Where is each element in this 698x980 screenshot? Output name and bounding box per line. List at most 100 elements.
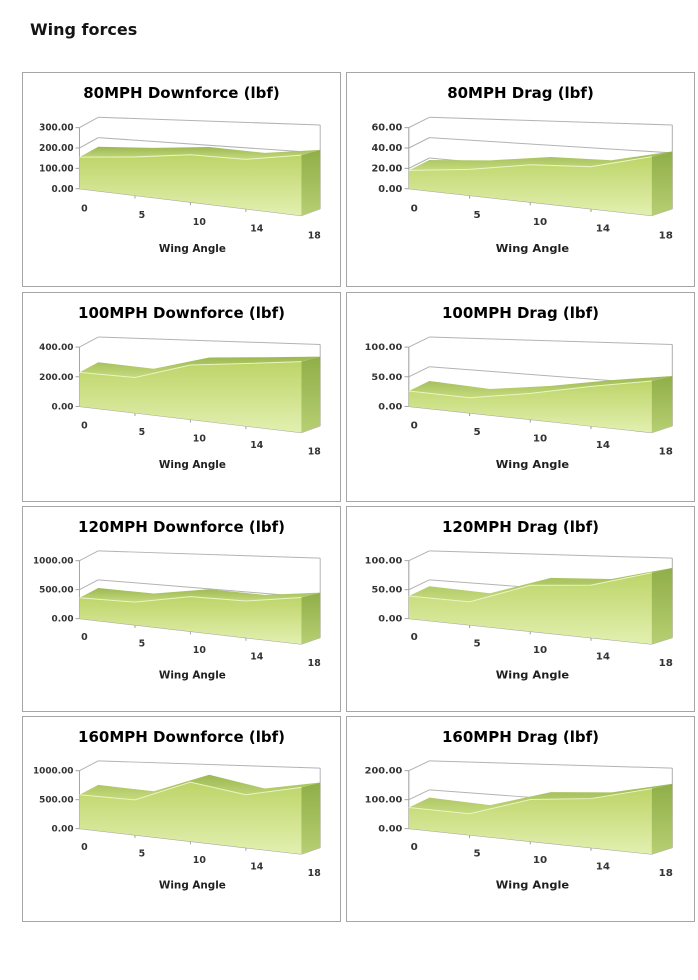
svg-text:0.00: 0.00 — [378, 184, 402, 195]
svg-text:40.00: 40.00 — [371, 143, 402, 154]
svg-text:5: 5 — [474, 639, 481, 649]
svg-text:5: 5 — [139, 849, 146, 860]
svg-text:0.00: 0.00 — [52, 615, 74, 625]
svg-text:18: 18 — [659, 231, 673, 242]
svg-text:18: 18 — [308, 447, 321, 458]
chart-plot-160mph-downforce: 1000.00 500.00 0.00 0 5 10 14 18 Wing Angle — [33, 760, 321, 892]
chart-box-120mph-downforce[interactable]: 120MPH Downforce (lbf) 1000.00 500.00 0.00… — [22, 506, 341, 712]
chart-box-100mph-drag[interactable]: 100MPH Drag (lbf) 100.00 50.00 0.00 0 5 10 14 1… — [346, 292, 695, 502]
chart-title: 100MPH Drag (lbf) — [441, 304, 600, 322]
svg-text:5: 5 — [139, 427, 146, 438]
svg-text:10: 10 — [533, 855, 547, 865]
chart-title: 80MPH Downforce (lbf) — [83, 84, 280, 102]
svg-text:Wing Angle: Wing Angle — [496, 669, 569, 681]
chart-box-160mph-downforce[interactable]: 160MPH Downforce (lbf) 1000.00 500.00 0.00… — [22, 716, 341, 922]
svg-text:10: 10 — [193, 645, 207, 656]
svg-text:18: 18 — [659, 868, 673, 878]
chart-box-160mph-drag[interactable]: 160MPH Drag (lbf) 200.00 100.00 0.00 0 5 10 14… — [346, 716, 695, 922]
chart-plot-80mph-downforce: 300.00 200.00 100.00 0.00 0 5 10 14 18 Wing Angle — [39, 116, 321, 255]
svg-text:500.00: 500.00 — [39, 586, 73, 596]
svg-text:0.00: 0.00 — [52, 402, 74, 412]
svg-text:300.00: 300.00 — [39, 124, 73, 134]
svg-text:18: 18 — [308, 230, 321, 241]
svg-text:0: 0 — [81, 421, 88, 432]
svg-text:10: 10 — [193, 217, 206, 228]
svg-text:Wing Angle: Wing Angle — [159, 670, 226, 682]
page-title: Wing forces — [30, 20, 138, 39]
chart-plot-80mph-drag: 60.00 40.00 20.00 0.00 0 5 10 14 18 Wing Angle — [371, 116, 673, 255]
svg-text:0: 0 — [81, 632, 88, 643]
svg-text:Wing Angle: Wing Angle — [496, 458, 569, 471]
svg-text:0: 0 — [411, 843, 418, 853]
svg-text:14: 14 — [250, 224, 263, 235]
svg-text:Wing Angle: Wing Angle — [159, 242, 226, 255]
chart-plot-120mph-drag: 100.00 50.00 0.00 0 5 10 14 18 Wing Angle — [365, 550, 673, 681]
svg-text:10: 10 — [533, 217, 547, 228]
svg-text:0.00: 0.00 — [378, 614, 403, 624]
svg-text:18: 18 — [308, 868, 321, 879]
svg-text:0.00: 0.00 — [378, 824, 403, 834]
svg-text:100.00: 100.00 — [365, 556, 403, 566]
svg-text:0: 0 — [411, 633, 418, 643]
svg-text:200.00: 200.00 — [39, 373, 73, 383]
chart-title: 120MPH Downforce (lbf) — [78, 518, 285, 536]
chart-title: 160MPH Downforce (lbf) — [78, 728, 285, 746]
svg-text:200.00: 200.00 — [39, 144, 73, 154]
svg-text:200.00: 200.00 — [365, 766, 403, 776]
svg-text:Wing Angle: Wing Angle — [159, 880, 226, 892]
svg-text:5: 5 — [474, 427, 481, 438]
svg-text:0: 0 — [411, 204, 418, 215]
svg-text:14: 14 — [596, 441, 610, 452]
svg-text:500.00: 500.00 — [39, 796, 73, 806]
svg-text:Wing Angle: Wing Angle — [496, 242, 569, 255]
svg-text:14: 14 — [250, 440, 263, 451]
svg-text:10: 10 — [193, 434, 206, 445]
chart-plot-100mph-downforce: 400.00 200.00 0.00 0 5 10 14 18 Wing Angle — [39, 336, 321, 471]
chart-title: 100MPH Downforce (lbf) — [78, 304, 285, 322]
svg-text:5: 5 — [139, 639, 146, 650]
svg-text:18: 18 — [308, 658, 321, 669]
svg-text:14: 14 — [596, 224, 610, 235]
svg-text:50.00: 50.00 — [371, 585, 402, 595]
chart-title: 120MPH Drag (lbf) — [441, 518, 600, 536]
svg-text:Wing Angle: Wing Angle — [496, 879, 569, 891]
svg-text:1000.00: 1000.00 — [33, 767, 74, 777]
svg-text:0.00: 0.00 — [52, 825, 74, 835]
svg-text:5: 5 — [474, 849, 481, 859]
svg-text:50.00: 50.00 — [371, 372, 402, 383]
svg-text:0: 0 — [81, 203, 88, 214]
chart-plot-160mph-drag: 200.00 100.00 0.00 0 5 10 14 18 Wing Angle — [365, 760, 673, 891]
chart-box-120mph-drag[interactable]: 120MPH Drag (lbf) 100.00 50.00 0.00 0 5 10 14 1… — [346, 506, 695, 712]
svg-text:0: 0 — [81, 842, 88, 853]
chart-plot-120mph-downforce: 1000.00 500.00 0.00 0 5 10 14 18 Wing Angle — [33, 550, 321, 682]
chart-box-80mph-drag[interactable]: 80MPH Drag (lbf) 60.00 40.00 20.00 0.00 0 5 10… — [346, 72, 695, 287]
svg-text:18: 18 — [659, 447, 673, 458]
svg-text:100.00: 100.00 — [365, 795, 403, 805]
svg-text:1000.00: 1000.00 — [33, 557, 74, 567]
chart-box-80mph-downforce[interactable]: 80MPH Downforce (lbf) 300.00 200.00 100.00… — [22, 72, 341, 287]
svg-text:5: 5 — [474, 210, 481, 221]
svg-text:10: 10 — [533, 645, 547, 655]
svg-text:0.00: 0.00 — [378, 402, 403, 413]
chart-box-100mph-downforce[interactable]: 100MPH Downforce (lbf) 400.00 200.00 0.00 0… — [22, 292, 341, 502]
svg-text:0.00: 0.00 — [52, 185, 74, 195]
svg-text:10: 10 — [533, 434, 547, 445]
svg-text:Wing Angle: Wing Angle — [159, 459, 226, 471]
svg-text:400.00: 400.00 — [39, 343, 73, 353]
svg-text:18: 18 — [659, 658, 673, 668]
svg-text:20.00: 20.00 — [371, 164, 402, 175]
chart-title: 160MPH Drag (lbf) — [441, 728, 600, 746]
svg-text:10: 10 — [193, 855, 207, 866]
svg-text:14: 14 — [596, 862, 610, 872]
chart-plot-100mph-drag: 100.00 50.00 0.00 0 5 10 14 18 Wing Angle — [365, 336, 673, 471]
svg-text:0: 0 — [411, 421, 418, 432]
svg-text:14: 14 — [250, 651, 264, 662]
svg-text:100.00: 100.00 — [365, 342, 403, 353]
svg-text:60.00: 60.00 — [371, 123, 402, 134]
svg-text:100.00: 100.00 — [39, 164, 73, 174]
svg-text:14: 14 — [250, 861, 264, 872]
chart-title: 80MPH Drag (lbf) — [447, 84, 594, 102]
svg-text:5: 5 — [139, 210, 146, 221]
svg-text:14: 14 — [596, 652, 610, 662]
